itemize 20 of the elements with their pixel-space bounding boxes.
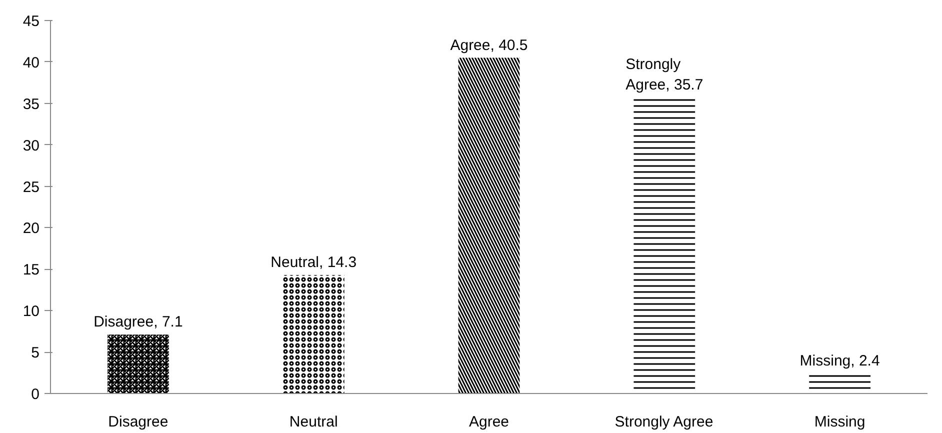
data-label: Missing, 2.4 [800, 352, 880, 370]
data-label: Disagree, 7.1 [94, 314, 183, 331]
y-tick-label: 20 [22, 220, 40, 238]
data-label: Strongly Agree, 35.7 [626, 56, 704, 94]
data-label: Neutral, 14.3 [270, 254, 357, 271]
y-tick-label: 40 [22, 54, 40, 72]
x-tick-label: Disagree [108, 414, 168, 430]
y-tick-label: 35 [22, 96, 40, 113]
x-tick-label: Strongly Agree [614, 414, 714, 430]
x-tick-label: Agree [468, 414, 510, 430]
y-tick-label: 0 [31, 386, 40, 403]
y-tick-label: 45 [22, 13, 40, 30]
y-tick-label: 15 [22, 262, 40, 279]
y-tick-label: 5 [31, 344, 40, 362]
y-tick-label: 10 [22, 303, 40, 320]
data-label: Agree, 40.5 [450, 36, 528, 54]
x-tick-label: Neutral [289, 414, 338, 430]
y-tick-label: 25 [22, 178, 40, 196]
y-tick-label: 30 [22, 137, 40, 154]
x-tick-label: Missing [814, 414, 866, 430]
